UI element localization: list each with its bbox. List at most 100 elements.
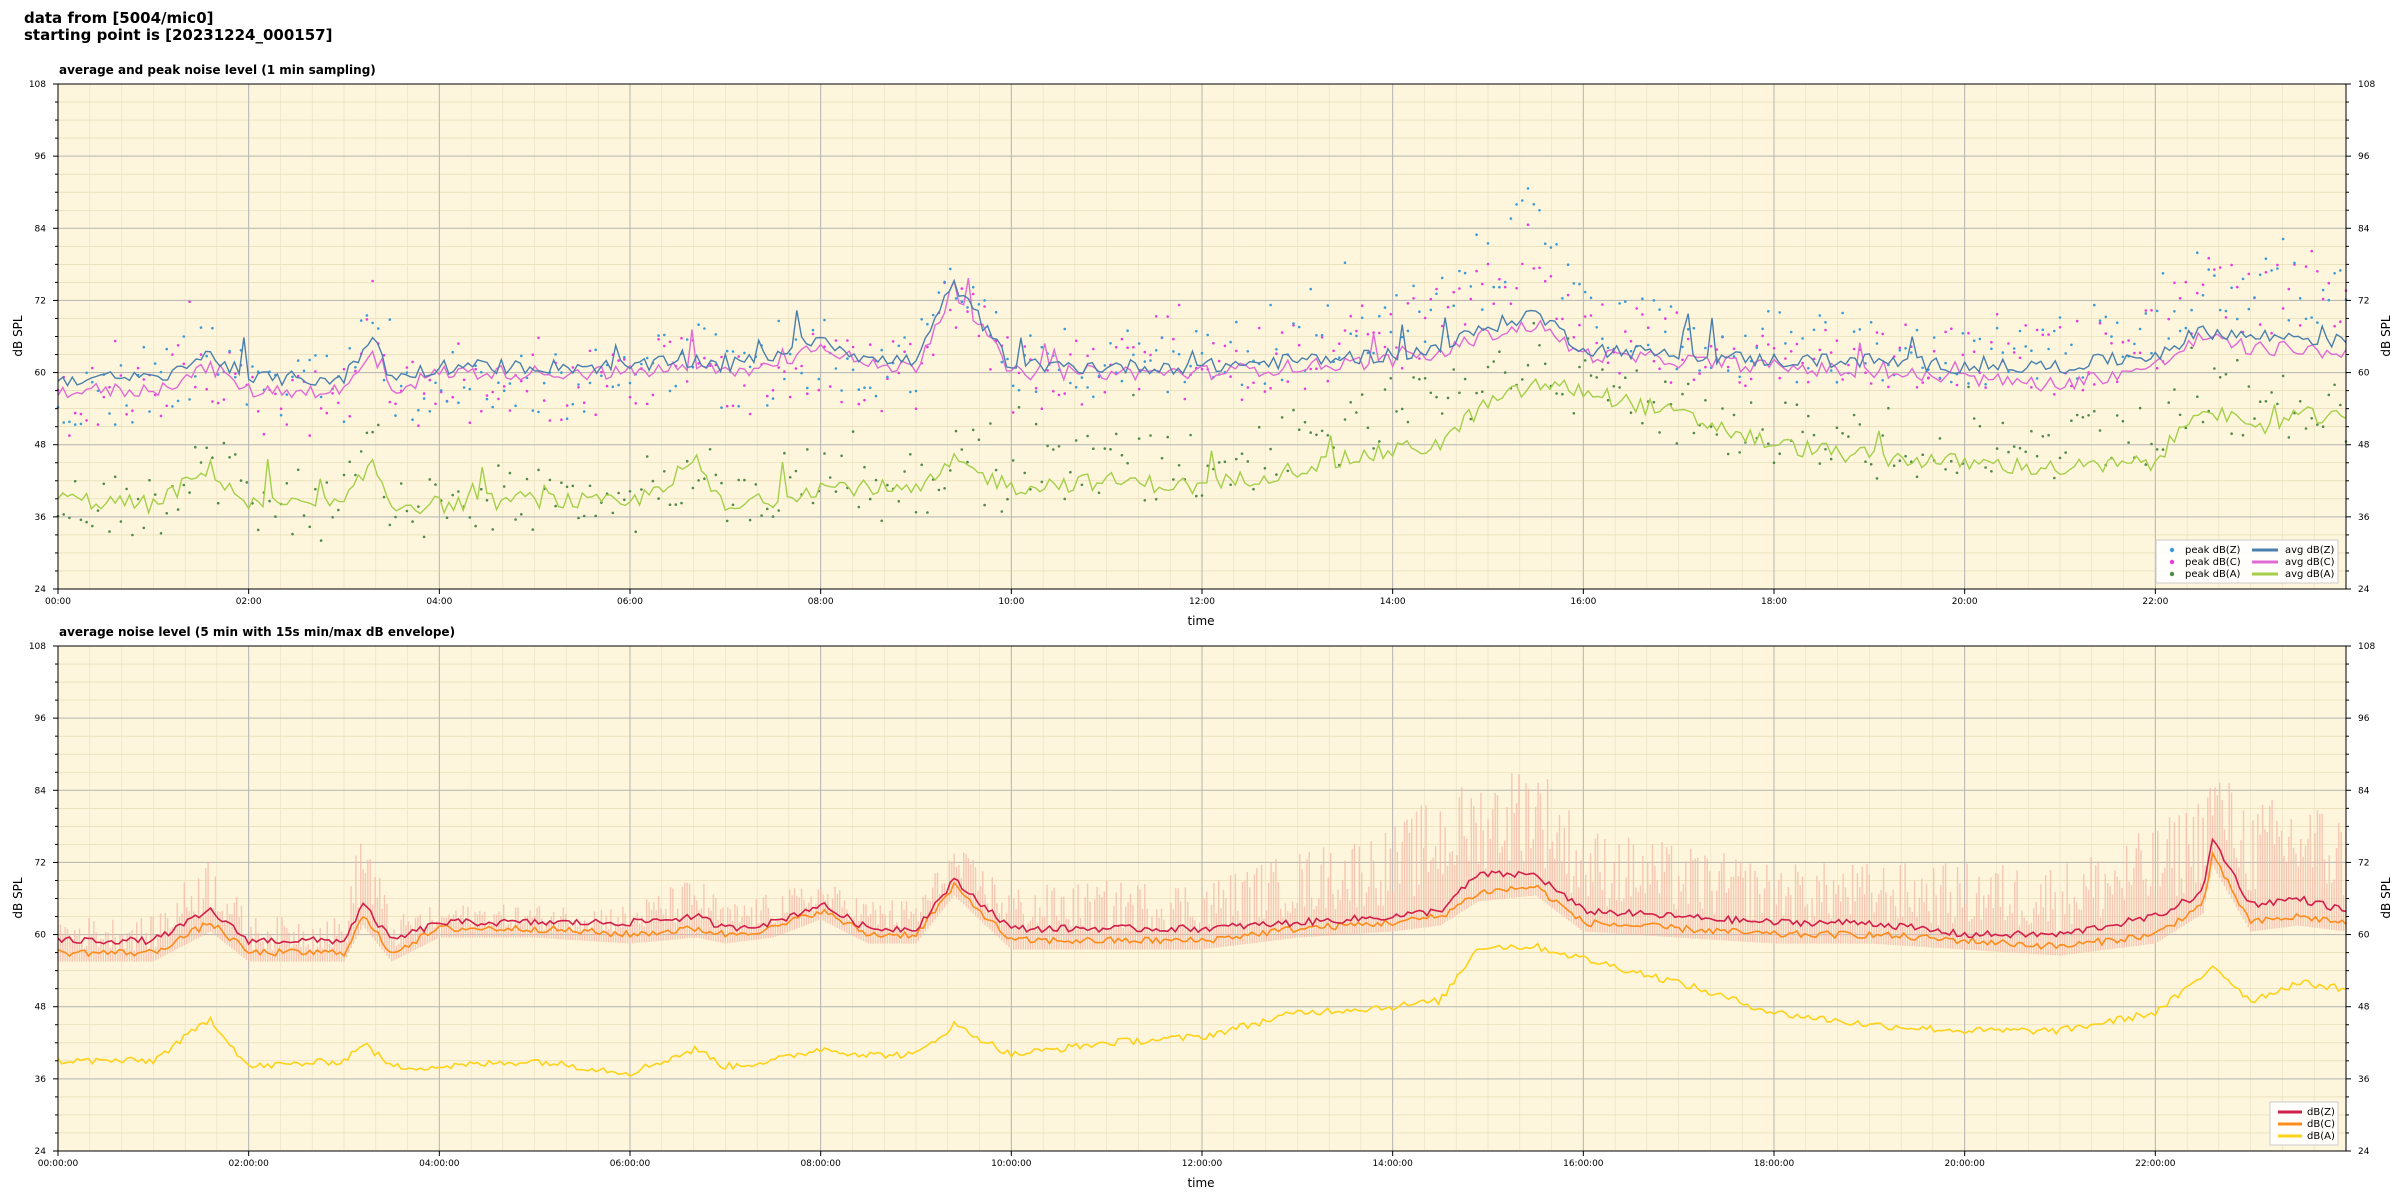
chart1-title: average and peak noise level (1 min samp… (59, 63, 376, 77)
peak-z-point (1372, 351, 1375, 355)
peak-a-point (371, 430, 374, 434)
chart1-axes: 24 24 36 36 48 48 60 60 72 72 84 84 96 96 108 108 00:00 0… (29, 80, 2376, 607)
peak-c-point (1080, 403, 1084, 406)
peak-c-point (1503, 285, 1507, 289)
peak-z-point (914, 389, 918, 393)
peak-c-point (720, 355, 723, 359)
xtick-label: 16:00 (1570, 597, 1596, 607)
peak-z-point (411, 418, 414, 422)
peak-c-point (1984, 386, 1987, 389)
peak-z-point (983, 299, 986, 302)
xtick-label: 18:00 (1761, 597, 1787, 607)
peak-a-point (909, 453, 912, 456)
peak-c-point (171, 353, 174, 356)
peak-z-point (2253, 296, 2256, 299)
peak-c-point (1463, 323, 1467, 326)
peak-a-point (1841, 432, 1844, 435)
peak-a-point (674, 503, 678, 506)
peak-c-point (474, 367, 477, 371)
peak-a-point (1915, 475, 1919, 479)
peak-a-point (966, 460, 969, 464)
peak-c-point (1744, 384, 1747, 388)
peak-a-point (645, 455, 649, 458)
peak-c-point (846, 339, 849, 342)
peak-z-point (663, 333, 666, 337)
peak-c-point (1624, 330, 1627, 333)
peak-c-point (1423, 316, 1427, 320)
peak-c-point (1532, 267, 1536, 270)
peak-c-point (222, 398, 226, 401)
peak-a-point (342, 473, 346, 477)
peak-c-point (2339, 320, 2342, 324)
peak-c-point (1280, 331, 1284, 334)
peak-a-point (1990, 470, 1993, 473)
peak-a-point (1097, 491, 1101, 495)
peak-a-point (2213, 367, 2216, 370)
peak-z-point (2298, 297, 2302, 300)
peak-c-point (1601, 303, 1604, 306)
peak-a-point (325, 481, 329, 484)
peak-c-point (1063, 392, 1066, 395)
peak-c-point (2178, 296, 2182, 300)
peak-z-point (491, 405, 495, 409)
peak-a-point (1057, 445, 1061, 448)
peak-z-point (1658, 308, 1661, 311)
peak-a-point (245, 481, 249, 484)
peak-c-point (1366, 332, 1370, 336)
peak-z-point (954, 297, 958, 300)
peak-a-point (1812, 433, 1816, 437)
peak-a-point (2276, 402, 2279, 406)
peak-a-point (725, 519, 729, 523)
peak-c-point (1034, 386, 1038, 390)
peak-a-point (1967, 385, 1970, 389)
peak-z-point (1898, 349, 1902, 352)
peak-c-point (1761, 334, 1764, 338)
peak-a-point (1149, 434, 1152, 437)
peak-a-point (571, 484, 575, 488)
peak-z-point (1229, 340, 1232, 344)
peak-c-point (794, 367, 798, 370)
peak-z-point (2224, 309, 2228, 313)
peak-c-point (1921, 381, 1924, 384)
peak-z-point (388, 318, 392, 321)
peak-c-point (903, 350, 906, 354)
peak-a-point (1624, 376, 1627, 380)
peak-c-point (205, 387, 208, 391)
peak-z-point (645, 356, 649, 360)
peak-a-point (1715, 433, 1719, 436)
peak-z-point (382, 378, 386, 382)
peak-z-point (1967, 382, 1970, 385)
peak-c-point (1486, 262, 1490, 266)
peak-c-point (2155, 366, 2159, 370)
peak-c-point (2110, 342, 2113, 345)
peak-c-point (411, 360, 414, 364)
peak-a-point (1235, 457, 1238, 461)
peak-c-point (2127, 339, 2130, 342)
peak-z-point (377, 327, 380, 330)
peak-c-point (274, 392, 277, 396)
series-z-line (57, 837, 2347, 946)
peak-c-point (731, 404, 735, 408)
peak-a-point (502, 485, 506, 488)
peak-z-point (2184, 326, 2188, 330)
peak-z-point (1864, 362, 1867, 365)
chart2-data (57, 773, 2347, 1078)
peak-z-point (228, 349, 231, 353)
peak-z-point (1235, 320, 1238, 324)
peak-z-point (85, 371, 88, 375)
peak-c-point (2058, 326, 2062, 329)
xtick-label: 08:00 (808, 597, 834, 607)
peak-a-point (2150, 442, 2153, 446)
peak-a-point (2241, 433, 2245, 437)
peak-z-point (1109, 342, 1112, 345)
peak-a-point (405, 509, 409, 513)
peak-c-point (1120, 337, 1124, 341)
peak-z-point (1183, 380, 1187, 384)
peak-a-point (1429, 391, 1433, 395)
peak-z-point (863, 386, 866, 390)
peak-z-point (1177, 352, 1181, 356)
peak-a-point (594, 514, 597, 518)
peak-c-point (1286, 380, 1290, 383)
peak-z-point (1829, 369, 1833, 372)
peak-z-point (788, 352, 792, 356)
